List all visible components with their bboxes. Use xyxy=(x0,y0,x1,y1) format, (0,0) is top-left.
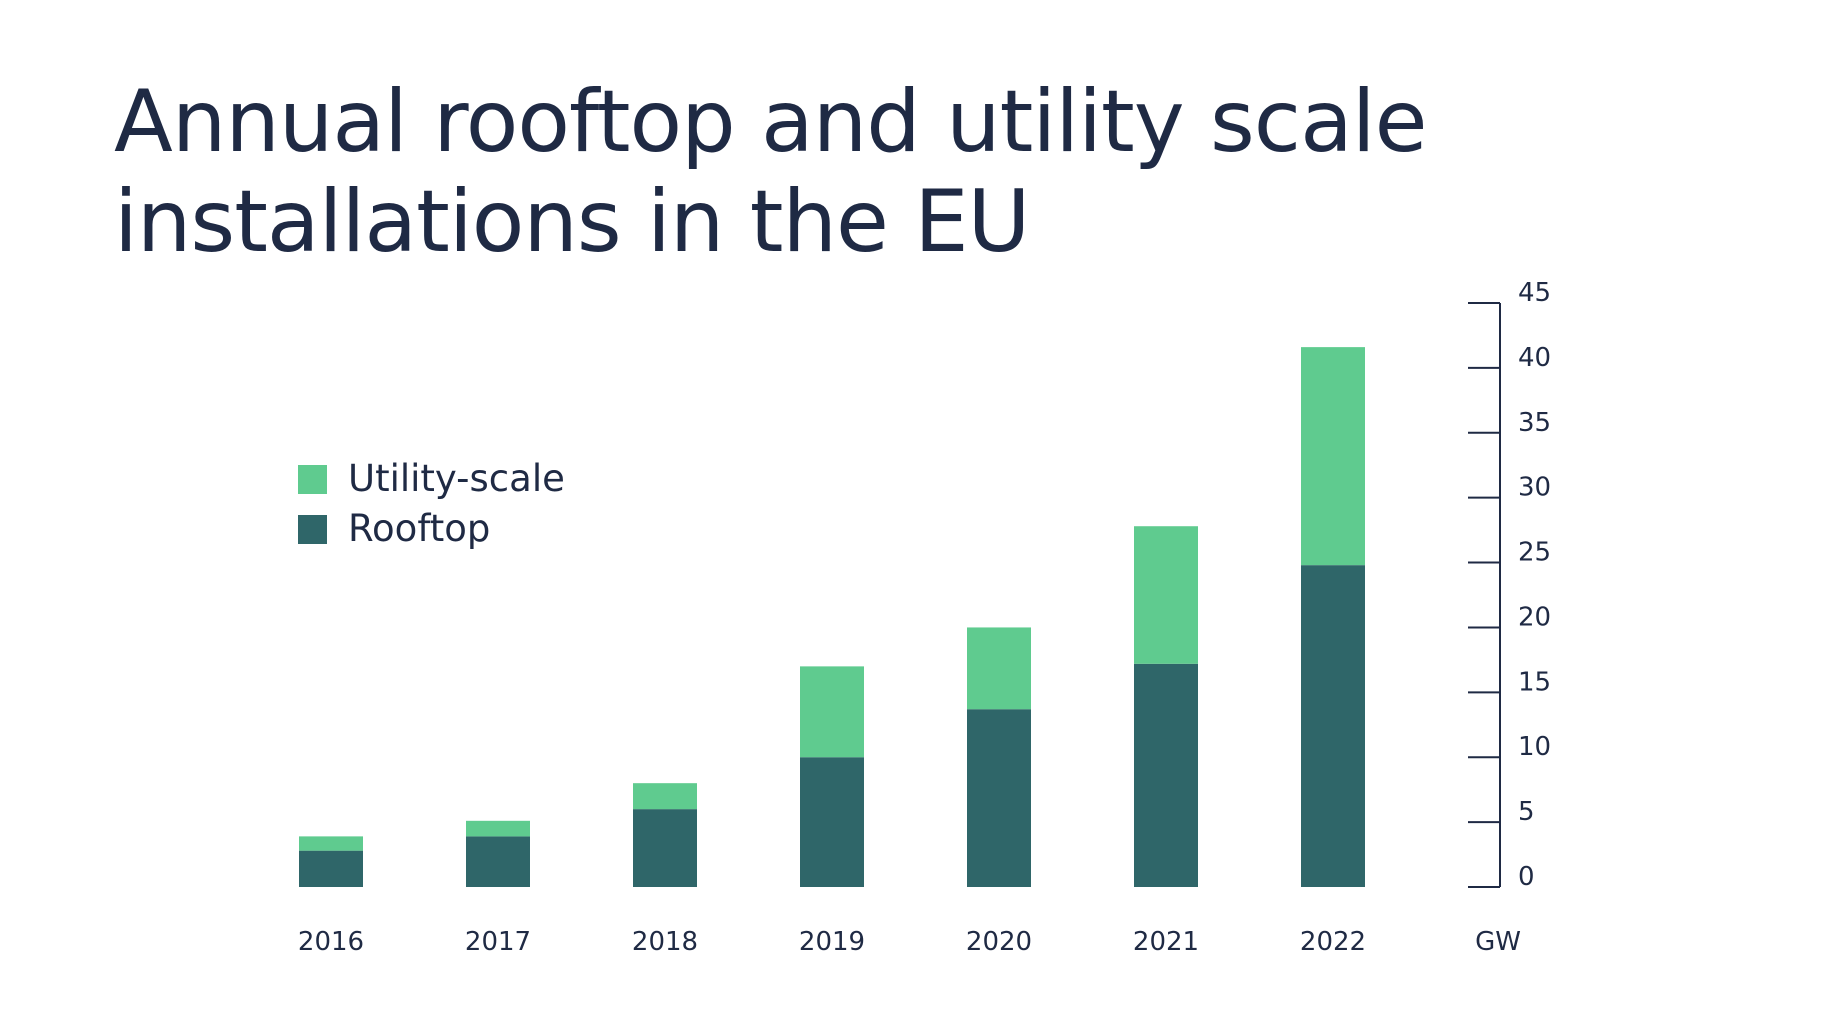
bar-utility-scale-2021 xyxy=(1134,526,1198,664)
legend-swatch-utility-scale xyxy=(298,465,327,494)
unit-label: GW xyxy=(1475,927,1521,957)
x-tick-label-2017: 2017 xyxy=(465,927,531,957)
legend-label-utility-scale: Utility-scale xyxy=(348,457,565,500)
bar-rooftop-2017 xyxy=(466,836,530,887)
bar-utility-scale-2022 xyxy=(1301,347,1365,566)
bar-rooftop-2022 xyxy=(1301,565,1365,887)
bar-utility-scale-2018 xyxy=(633,783,697,810)
y-tick-label-20: 20 xyxy=(1518,602,1551,632)
y-tick-label-5: 5 xyxy=(1518,797,1535,827)
x-tick-label-2019: 2019 xyxy=(799,927,865,957)
y-tick-label-10: 10 xyxy=(1518,732,1551,762)
bar-rooftop-2016 xyxy=(299,850,363,887)
bar-rooftop-2020 xyxy=(967,709,1031,887)
x-axis-labels: 2016 2017 2018 2019 2020 2021 2022 GW xyxy=(298,927,1521,957)
x-tick-label-2016: 2016 xyxy=(298,927,364,957)
x-tick-label-2022: 2022 xyxy=(1300,927,1366,957)
bar-rooftop-2018 xyxy=(633,809,697,887)
chart-title: Annual rooftop and utility scale install… xyxy=(114,72,1428,272)
bar-utility-scale-2020 xyxy=(967,627,1031,710)
y-tick-label-35: 35 xyxy=(1518,408,1551,438)
y-axis: 0 5 10 15 20 25 30 35 40 45 xyxy=(1468,278,1551,892)
y-tick-label-40: 40 xyxy=(1518,343,1551,373)
y-tick-label-0: 0 xyxy=(1518,862,1535,892)
legend-swatch-rooftop xyxy=(298,515,327,544)
legend-label-rooftop: Rooftop xyxy=(348,507,490,550)
bar-rooftop-2021 xyxy=(1134,663,1198,887)
legend: Utility-scale Rooftop xyxy=(298,457,565,550)
y-tick-label-25: 25 xyxy=(1518,538,1551,568)
bar-utility-scale-2019 xyxy=(800,666,864,758)
x-tick-label-2021: 2021 xyxy=(1133,927,1199,957)
bars-layer xyxy=(299,347,1365,887)
y-tick-label-30: 30 xyxy=(1518,473,1551,503)
bar-utility-scale-2017 xyxy=(466,820,530,837)
bar-utility-scale-2016 xyxy=(299,836,363,851)
y-tick-label-45: 45 xyxy=(1518,278,1551,308)
x-tick-label-2018: 2018 xyxy=(632,927,698,957)
bar-rooftop-2019 xyxy=(800,757,864,887)
x-tick-label-2020: 2020 xyxy=(966,927,1032,957)
y-tick-label-15: 15 xyxy=(1518,667,1551,697)
